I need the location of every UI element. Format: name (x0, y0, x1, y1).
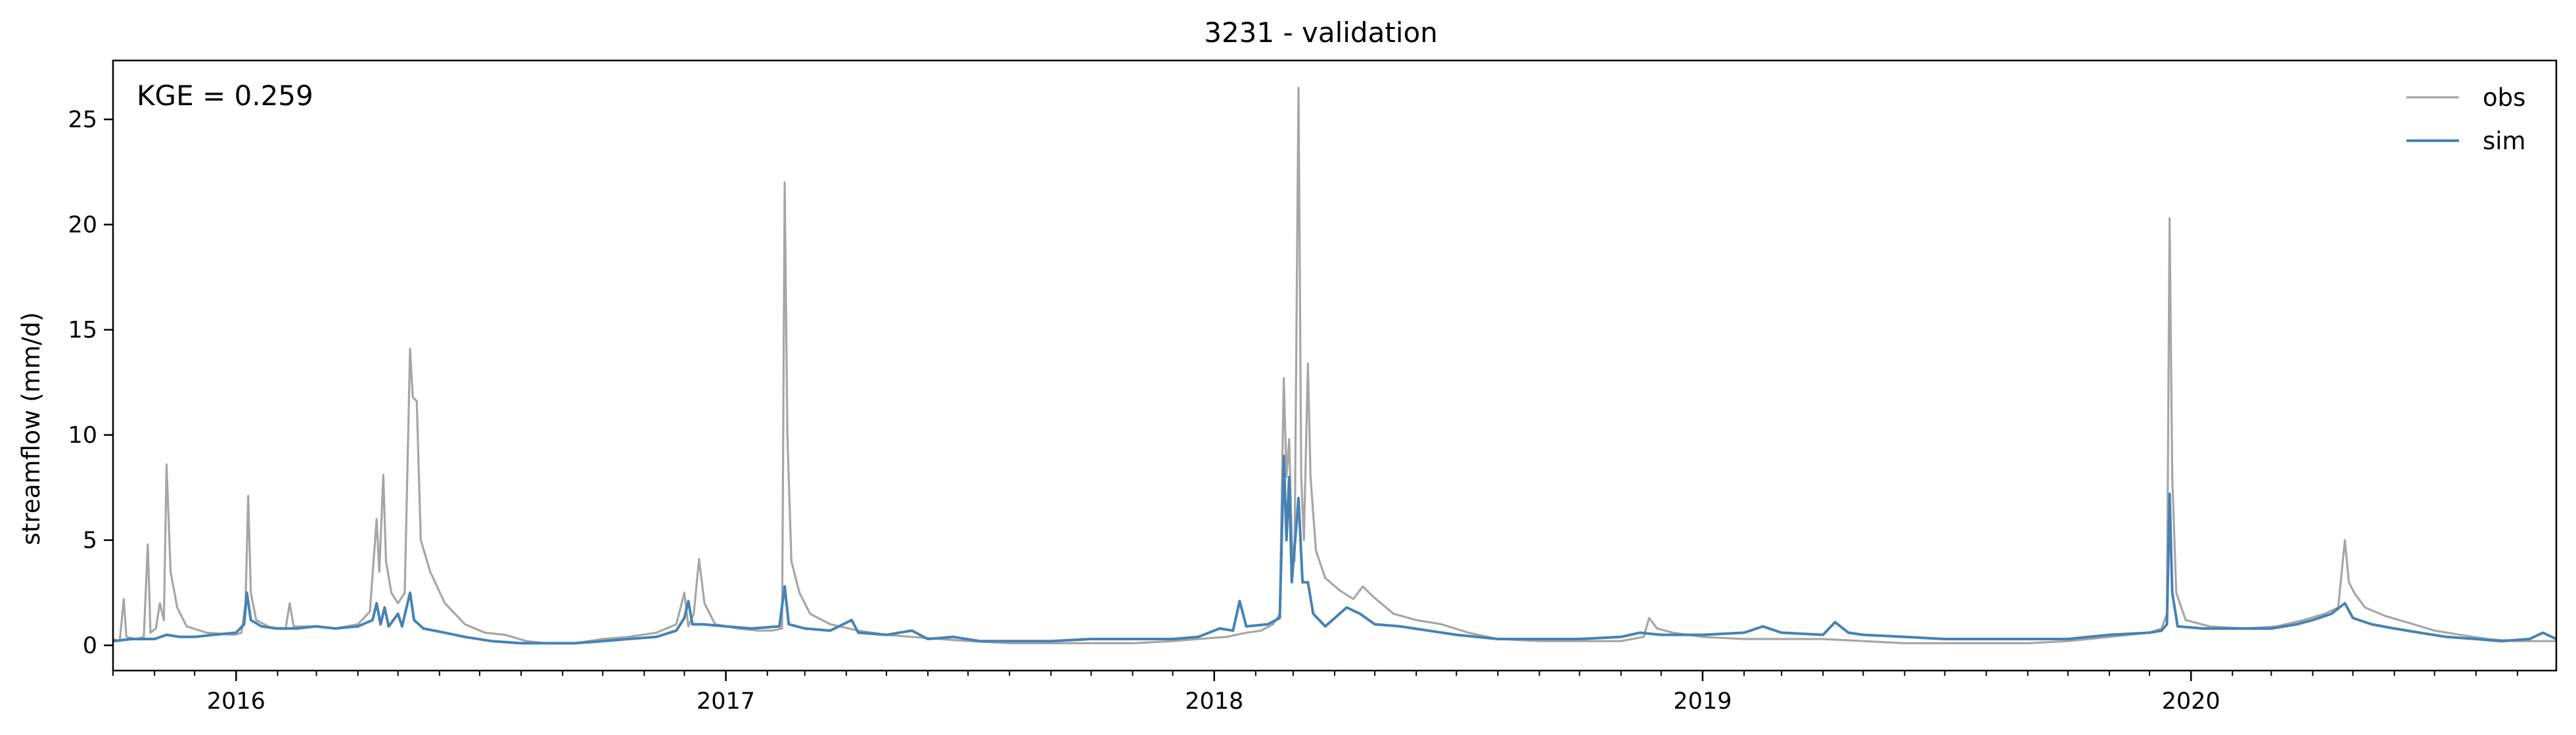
x-tick-label: 2018 (1185, 688, 1243, 715)
chart-title: 3231 - validation (1204, 16, 1438, 49)
legend-label-obs: obs (2483, 83, 2525, 112)
y-axis-label: streamflow (mm/d) (17, 312, 45, 546)
x-tick-label: 2016 (207, 688, 265, 715)
legend: obs sim (2406, 83, 2526, 155)
series-line-sim (113, 454, 2556, 645)
y-tick-label: 10 (68, 423, 97, 449)
y-tick-label: 20 (68, 212, 97, 239)
kge-annotation: KGE = 0.259 (137, 80, 313, 112)
x-axis-ticks: 2016 2017 2018 2019 2020 (112, 671, 2518, 715)
legend-label-sim: sim (2483, 127, 2526, 155)
x-tick-label: 2019 (1673, 688, 1732, 715)
y-axis-ticks: 0 5 10 15 20 25 (68, 107, 113, 659)
y-tick-label: 15 (68, 318, 97, 344)
plot-frame (112, 59, 2558, 672)
x-tick-label: 2017 (697, 688, 755, 715)
y-tick-label: 25 (68, 107, 97, 133)
y-tick-label: 5 (83, 528, 97, 554)
y-tick-label: 0 (83, 633, 97, 659)
x-tick-label: 2020 (2162, 688, 2220, 715)
plot-area (113, 87, 2556, 645)
